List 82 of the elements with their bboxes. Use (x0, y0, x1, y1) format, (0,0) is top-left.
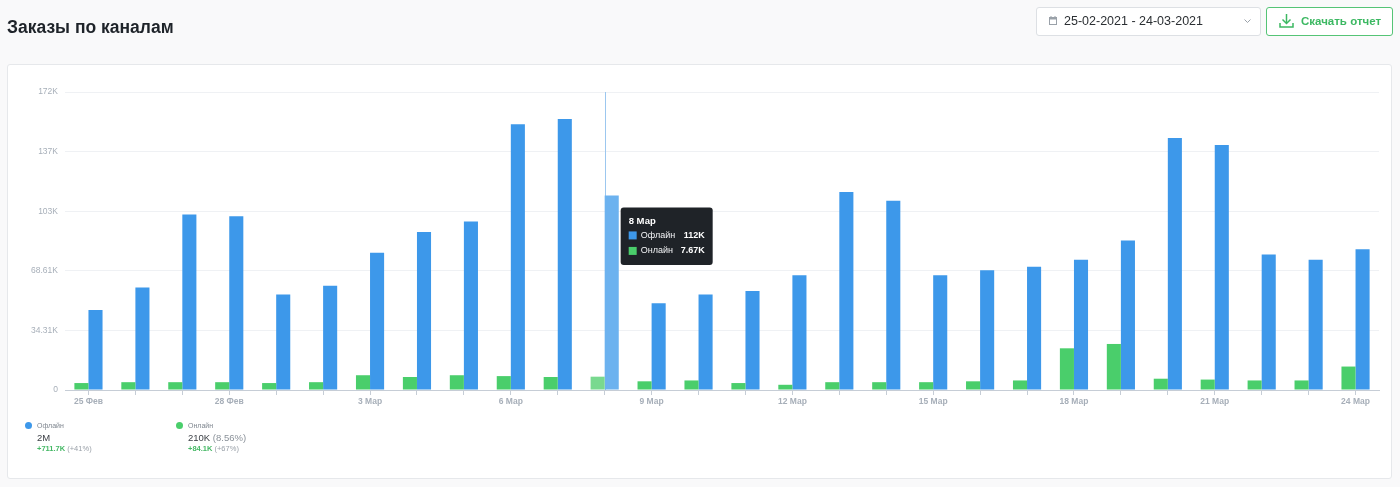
bar (168, 382, 183, 390)
y-tick-label: 172K (38, 86, 59, 97)
bar (778, 384, 793, 390)
x-tick-label: 3 Мар (357, 396, 383, 407)
bar (825, 382, 840, 390)
bar (370, 252, 385, 390)
x-tick-label: 28 Фев (214, 396, 244, 407)
bar (731, 383, 746, 390)
bar (1355, 249, 1370, 390)
x-tick-label: 25 Фев (73, 396, 103, 407)
y-tick-label: 0 (53, 384, 59, 395)
bar (966, 381, 981, 390)
bar (637, 381, 652, 390)
text: Онлайн (640, 245, 673, 256)
bar (1214, 145, 1229, 390)
y-tick-label: 137K (38, 145, 59, 156)
bar (74, 383, 89, 390)
bar (276, 294, 291, 390)
y-tick-label: 68.61K (31, 265, 59, 276)
download-button: Скачать отчет (1266, 7, 1393, 36)
bar (590, 376, 605, 390)
bar (1341, 366, 1356, 390)
bar (980, 270, 995, 390)
bar (919, 382, 934, 390)
x-tick-label: 24 Мар (1341, 396, 1370, 407)
bar (557, 118, 572, 390)
annotation: 7.67K (680, 245, 706, 256)
bar (604, 195, 619, 390)
x-tick-label: 15 Мар (918, 396, 948, 407)
bar (745, 290, 760, 390)
bar (1106, 343, 1121, 390)
bar (121, 382, 136, 390)
bar (684, 380, 699, 390)
bar (496, 376, 511, 390)
bar (229, 216, 244, 390)
bar (262, 383, 277, 390)
bar (1308, 259, 1323, 390)
bar (1120, 240, 1135, 390)
bar (1200, 379, 1215, 390)
bar (933, 275, 948, 390)
annotation: 112K (683, 229, 706, 240)
bar (402, 376, 417, 390)
bar (1073, 259, 1089, 390)
bar (698, 294, 713, 390)
bar (1247, 380, 1262, 390)
bar (355, 375, 371, 390)
bar (135, 287, 150, 390)
y-tick-label: 34.31K (31, 324, 59, 335)
bar (1059, 348, 1074, 390)
bar (886, 200, 901, 390)
bar (1167, 138, 1182, 390)
bar (309, 382, 324, 390)
bar (449, 375, 464, 390)
chart-title: Заказы по каналам (7, 16, 174, 38)
legend-label: Офлайн (640, 229, 676, 240)
bar (1294, 380, 1309, 390)
annotation: 8 Мар (628, 215, 656, 227)
bar (215, 382, 230, 390)
x-tick-label: 18 Мар (1059, 396, 1089, 407)
bar (1261, 254, 1276, 390)
bar (182, 214, 197, 390)
x-tick-label: 6 Мар (498, 396, 523, 407)
y-tick-label: 103K (38, 205, 59, 216)
bar (1012, 380, 1028, 390)
bar (323, 285, 338, 390)
date-range-field: 25-02-2021 - 24-03-2021 (1036, 7, 1261, 36)
bar (88, 310, 103, 390)
bar (1027, 266, 1042, 390)
bar (463, 221, 478, 390)
text: 2M (37, 432, 51, 443)
bar (510, 124, 525, 390)
bar (651, 303, 666, 390)
bar (416, 231, 432, 390)
bar (792, 275, 807, 390)
x-tick-label: 9 Мар (639, 396, 664, 407)
bar (839, 191, 854, 390)
x-tick-label: 21 Мар (1200, 396, 1230, 407)
bar (1153, 378, 1168, 390)
x-tick-label: 12 Мар (777, 396, 807, 407)
bar (543, 376, 558, 390)
text: 210K (8.56%) (188, 432, 247, 443)
bar (872, 382, 887, 390)
